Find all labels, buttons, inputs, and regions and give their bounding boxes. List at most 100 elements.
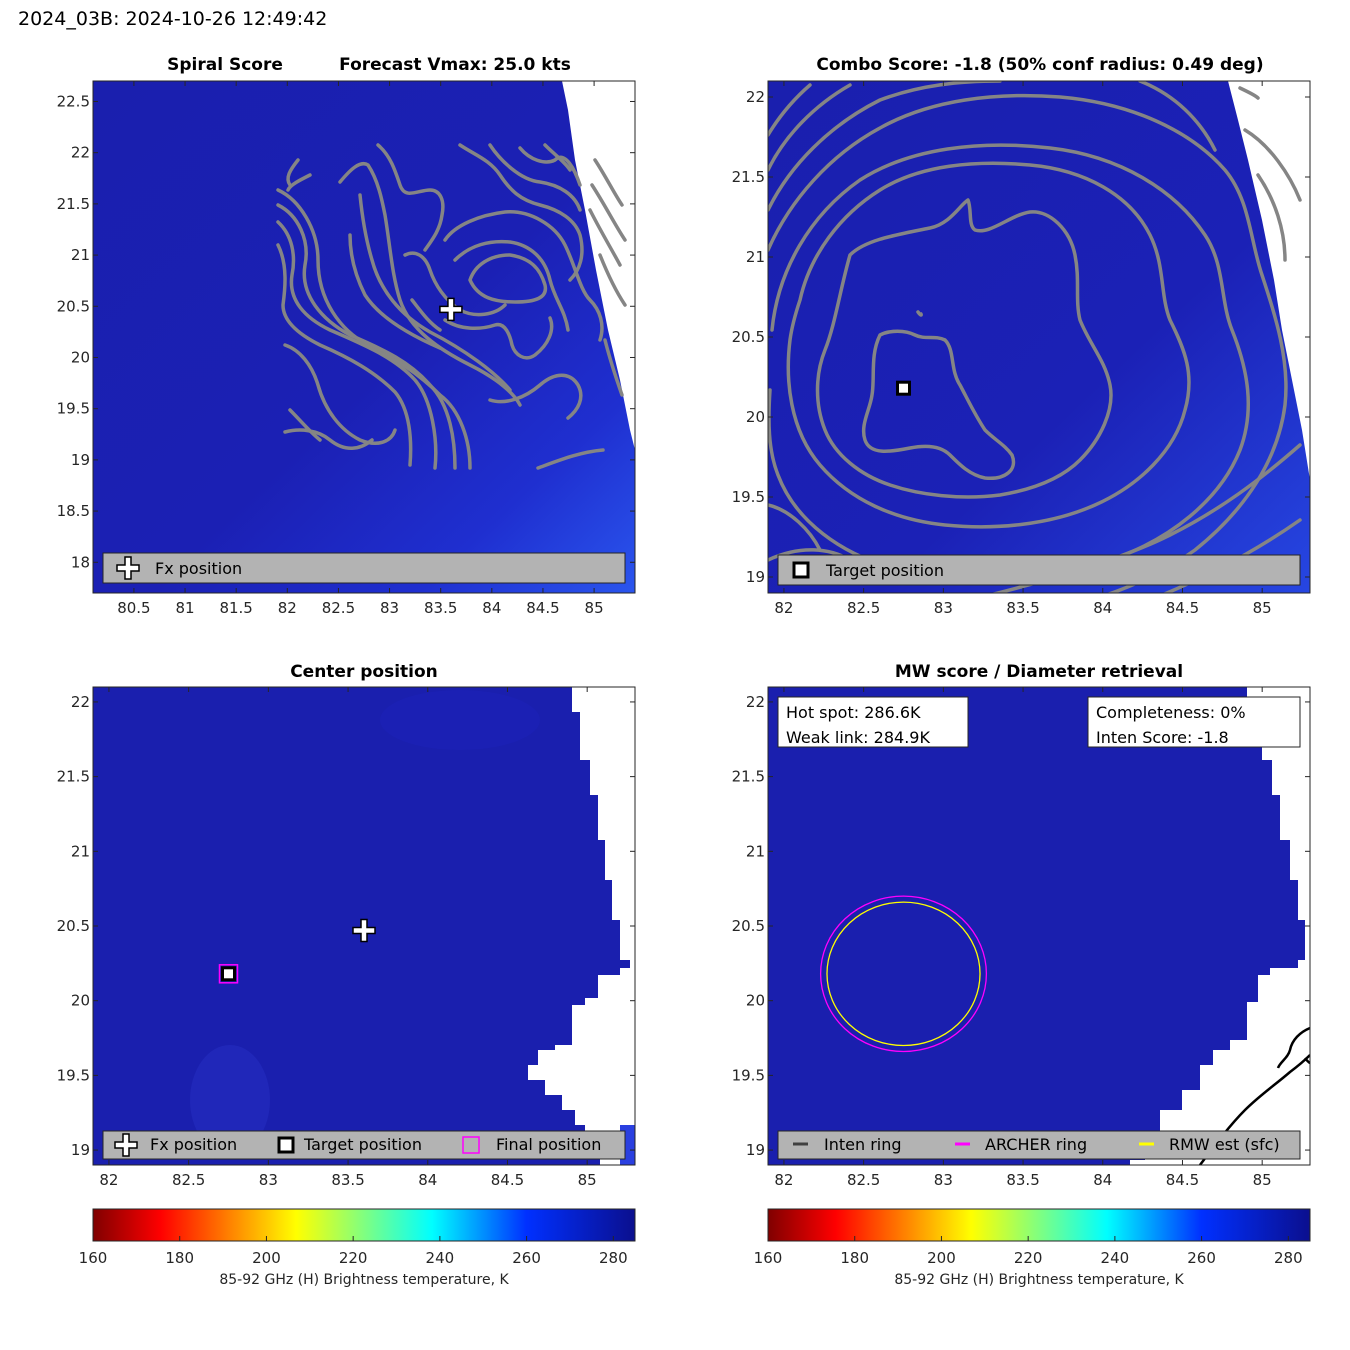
mw-weak-link: Weak link: 284.9K <box>786 728 930 747</box>
x-tick-label: 83.5 <box>331 1171 364 1189</box>
mw-info-right: Completeness: 0% Inten Score: -1.8 <box>1087 696 1301 748</box>
mw-info-right-box <box>1087 696 1301 748</box>
y-tick-label: 18 <box>71 553 90 571</box>
y-tick-label: 21.5 <box>57 195 90 213</box>
x-tick-label: 84.5 <box>1166 1171 1199 1189</box>
y-tick-label: 19 <box>746 1141 765 1159</box>
combo-title: Combo Score: -1.8 (50% conf radius: 0.49… <box>816 55 1263 75</box>
x-tick-label: 83.5 <box>1006 599 1039 617</box>
y-tick-label: 19.5 <box>732 1066 765 1084</box>
x-tick-label: 85 <box>1253 1171 1272 1189</box>
x-tick-label: 83 <box>934 599 953 617</box>
center-ticks: 82 82.5 83 83.5 84 84.5 85 19 19.5 20 20.5 21 21.5 22 <box>57 687 635 1189</box>
colorbar-tick-label: 160 <box>754 1249 783 1267</box>
x-tick-label: 82 <box>278 599 297 617</box>
x-tick-label: 84 <box>1093 599 1112 617</box>
spiral-legend-box <box>102 552 626 584</box>
x-tick-label: 84.5 <box>491 1171 524 1189</box>
mw-inten-score: Inten Score: -1.8 <box>1096 728 1229 747</box>
colorbar-tick-label: 220 <box>1014 1249 1043 1267</box>
y-tick-label: 19 <box>71 1141 90 1159</box>
y-tick-label: 19.5 <box>57 400 90 418</box>
rmw-ring <box>826 901 981 1047</box>
x-tick-label: 85 <box>1253 599 1272 617</box>
center-markers <box>218 918 376 984</box>
center-legend-label-target: Target position <box>303 1135 422 1154</box>
colorbar-left-label: 85-92 GHz (H) Brightness temperature, K <box>219 1272 509 1288</box>
legend-target-icon <box>792 561 810 579</box>
mw-hot-spot: Hot spot: 286.6K <box>786 703 921 722</box>
x-tick-label: 84 <box>482 599 501 617</box>
mw-legend-label-inten: Inten ring <box>824 1135 902 1154</box>
fx-position-marker <box>352 918 376 943</box>
center-legend-label-fx: Fx position <box>150 1135 237 1154</box>
spiral-title: Spiral Score <box>167 55 283 75</box>
mw-no-data-area <box>1130 687 1310 1165</box>
combo-legend-label-target: Target position <box>825 561 944 580</box>
x-tick-label: 84.5 <box>1166 599 1199 617</box>
colorbar-right-ticks: 160 180 200 220 240 260 280 <box>754 1236 1303 1267</box>
colorbar-left-ticks: 160 180 200 220 240 260 280 <box>79 1236 628 1267</box>
colorbar-tick-label: 260 <box>512 1249 541 1267</box>
y-tick-label: 20 <box>746 408 765 426</box>
mw-legend-label-rmw: RMW est (sfc) <box>1169 1135 1280 1154</box>
x-tick-label: 84 <box>418 1171 437 1189</box>
x-tick-label: 83 <box>934 1171 953 1189</box>
colorbar-right: 160 180 200 220 240 260 280 85-92 GHz (H) Brig… <box>754 1208 1311 1288</box>
mw-legend-box <box>777 1130 1301 1160</box>
combo-ticks: 82 82.5 83 83.5 84 84.5 85 19 19.5 20 20.5 21 21.5 22 <box>732 81 1310 617</box>
x-tick-label: 83.5 <box>424 599 457 617</box>
colorbar-tick-label: 220 <box>339 1249 368 1267</box>
y-tick-label: 19.5 <box>57 1066 90 1084</box>
panel-mw: 82 82.5 83 83.5 84 84.5 85 19 19.5 20 20.5 21 21.5 22… <box>732 662 1311 1189</box>
combo-legend: Target position <box>777 554 1301 586</box>
spiral-ticks: 80.5 81 81.5 82 82.5 83 83.5 84 84.5 85 18 18.5 19 19… <box>57 81 635 617</box>
panel-spiral: 80.5 81 81.5 82 82.5 83 83.5 84 84.5 85 18 18.5 19 19… <box>57 55 636 617</box>
x-tick-label: 82 <box>774 599 793 617</box>
y-tick-label: 21 <box>746 842 765 860</box>
colorbar-left: 160 180 200 220 240 260 280 85-92 GHz (H) Brig… <box>79 1208 636 1288</box>
center-valid-area <box>460 712 630 1140</box>
x-tick-label: 85 <box>578 1171 597 1189</box>
x-tick-label: 85 <box>585 599 604 617</box>
mw-info-left-box <box>777 696 969 748</box>
spiral-legend-label-fx: Fx position <box>155 559 242 578</box>
spiral-markers <box>439 297 463 322</box>
mw-legend: Inten ring ARCHER ring RMW est (sfc) <box>777 1130 1301 1160</box>
colorbar-tick-label: 280 <box>599 1249 628 1267</box>
y-tick-label: 19 <box>71 451 90 469</box>
y-tick-label: 18.5 <box>57 502 90 520</box>
y-tick-label: 19 <box>746 568 765 586</box>
x-tick-label: 82 <box>774 1171 793 1189</box>
fx-position-marker <box>439 297 463 322</box>
y-tick-label: 22.5 <box>57 92 90 110</box>
y-tick-label: 20 <box>71 348 90 366</box>
colorbar-left-gradient <box>92 1208 636 1242</box>
x-tick-label: 83 <box>380 599 399 617</box>
colorbar-tick-label: 180 <box>165 1249 194 1267</box>
spiral-no-data-area <box>562 81 635 450</box>
legend-fx-icon <box>114 1133 138 1157</box>
x-tick-label: 81.5 <box>219 599 252 617</box>
legend-target-icon <box>277 1136 295 1154</box>
spiral-axes-box <box>92 80 636 594</box>
mw-legend-label-archer: ARCHER ring <box>985 1135 1087 1154</box>
combo-legend-box <box>777 554 1301 586</box>
center-legend-label-final: Final position <box>496 1135 601 1154</box>
legend-final-icon <box>462 1136 480 1154</box>
x-tick-label: 80.5 <box>117 599 150 617</box>
mw-completeness: Completeness: 0% <box>1096 703 1246 722</box>
center-title: Center position <box>290 662 438 682</box>
y-tick-label: 22 <box>71 693 90 711</box>
final-position-marker <box>218 964 239 984</box>
archer-ring <box>819 895 988 1053</box>
x-tick-label: 83.5 <box>1006 1171 1039 1189</box>
legend-fx-icon <box>116 556 140 580</box>
y-tick-label: 21 <box>71 246 90 264</box>
colorbar-tick-label: 260 <box>1187 1249 1216 1267</box>
mw-rings <box>819 895 988 1053</box>
y-tick-label: 20 <box>71 992 90 1010</box>
target-position-marker <box>221 966 236 982</box>
spiral-image <box>93 81 635 593</box>
